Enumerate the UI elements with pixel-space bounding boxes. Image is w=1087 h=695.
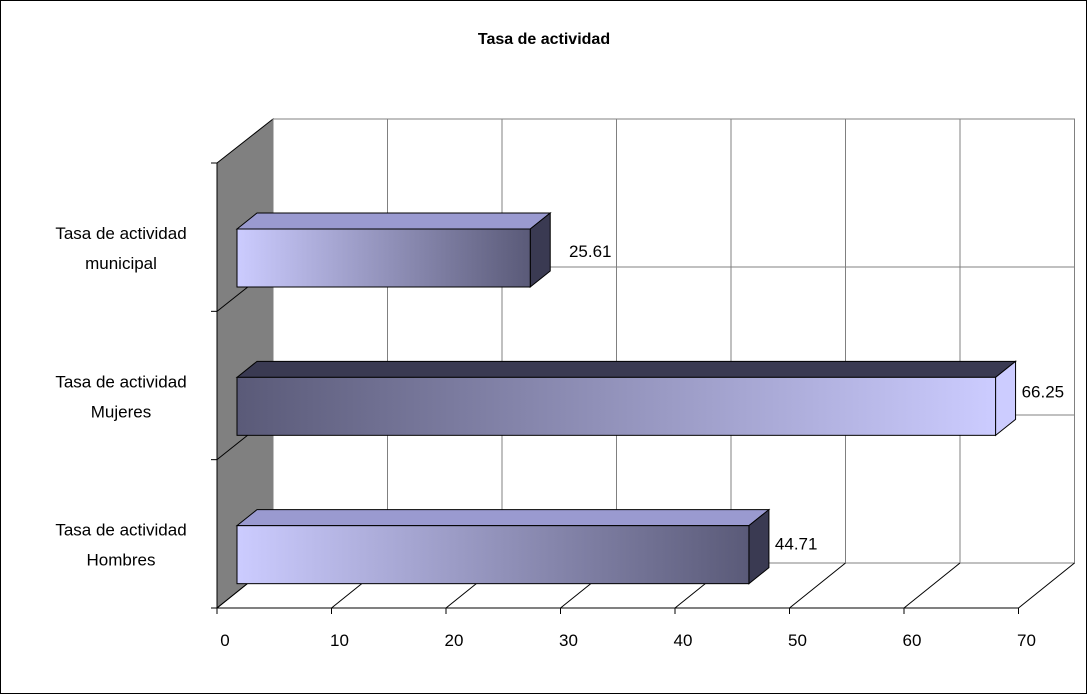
- x-tick-label: 10: [330, 631, 349, 650]
- back-wall: [273, 119, 1075, 563]
- floor-gridline: [790, 563, 846, 608]
- x-axis: 0 10 20 30 40 50 60 70: [217, 608, 1036, 650]
- category-axis: Tasa de actividad municipal Tasa de activi…: [55, 163, 217, 608]
- bar-group: [237, 361, 1016, 435]
- x-tick-label: 60: [903, 631, 922, 650]
- category-label: Mujeres: [91, 402, 151, 421]
- floor-gridline: [904, 563, 960, 608]
- x-tick-label: 40: [674, 631, 693, 650]
- bar: [237, 229, 530, 287]
- bar-top: [237, 361, 1016, 377]
- bar: [237, 526, 749, 584]
- x-tick-label: 20: [445, 631, 464, 650]
- bar-group: [237, 213, 550, 287]
- category-label: Tasa de actividad: [55, 521, 186, 540]
- category-label: Tasa de actividad: [55, 224, 186, 243]
- x-tick-label: 50: [788, 631, 807, 650]
- data-label: 44.71: [775, 535, 818, 554]
- bar-group: [237, 510, 769, 584]
- bar-top: [237, 213, 550, 229]
- floor-gridline: [1019, 563, 1075, 608]
- bar-top: [237, 510, 769, 526]
- x-tick-label: 70: [1017, 631, 1036, 650]
- data-label: 25.61: [569, 242, 612, 261]
- category-label: Tasa de actividad: [55, 372, 186, 391]
- category-label: municipal: [85, 254, 157, 273]
- chart-title: Tasa de actividad: [478, 31, 610, 48]
- category-label: Hombres: [87, 551, 156, 570]
- x-tick-label: 0: [220, 631, 229, 650]
- bar: [237, 377, 996, 435]
- x-tick-label: 30: [559, 631, 578, 650]
- data-label: 66.25: [1022, 382, 1065, 401]
